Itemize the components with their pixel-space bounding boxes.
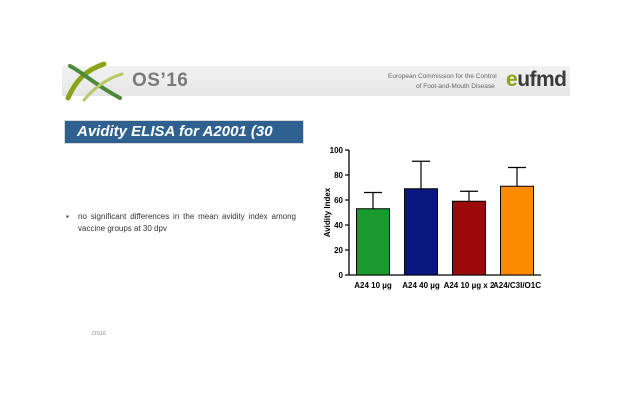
bar-2 — [404, 188, 438, 276]
organization-name-line1: European Commission for the Control — [388, 73, 497, 80]
header-band — [62, 66, 570, 96]
y-tick-label: 20 — [334, 246, 343, 255]
bar-1 — [356, 208, 390, 276]
x-tick-label: A24 40 µg — [402, 281, 440, 290]
bullet-text: no significant differences in the mean a… — [78, 212, 296, 233]
footer-text: OS16 — [92, 331, 107, 337]
organization-name-line2: of Foot-and-Mouth Disease — [416, 83, 495, 90]
x-tick-label: A24 10 µg x 2 — [444, 281, 495, 290]
y-tick-label: 0 — [339, 271, 344, 280]
bullet-point: ▪ no significant differences in the mean… — [66, 211, 296, 235]
y-tick-label: 60 — [334, 196, 343, 205]
y-tick-label: 40 — [334, 221, 343, 230]
slide-title: Avidity ELISA for A2001 (30 dpv) — [64, 120, 304, 162]
bar-4 — [500, 185, 534, 276]
eufmd-logo: eufmd — [506, 68, 567, 91]
bar-3 — [452, 200, 486, 276]
x-tick-label: A24 10 µg — [354, 281, 392, 290]
y-axis-label: Avidity Index — [323, 187, 332, 237]
logo-text: OS’16 — [132, 70, 189, 91]
y-tick-label: 80 — [334, 171, 343, 180]
y-tick-label: 100 — [330, 146, 344, 155]
os16-logo-icon — [65, 61, 124, 102]
bullet-icon: ▪ — [66, 212, 69, 221]
x-tick-label: A24/C3I/O1C — [493, 281, 541, 290]
